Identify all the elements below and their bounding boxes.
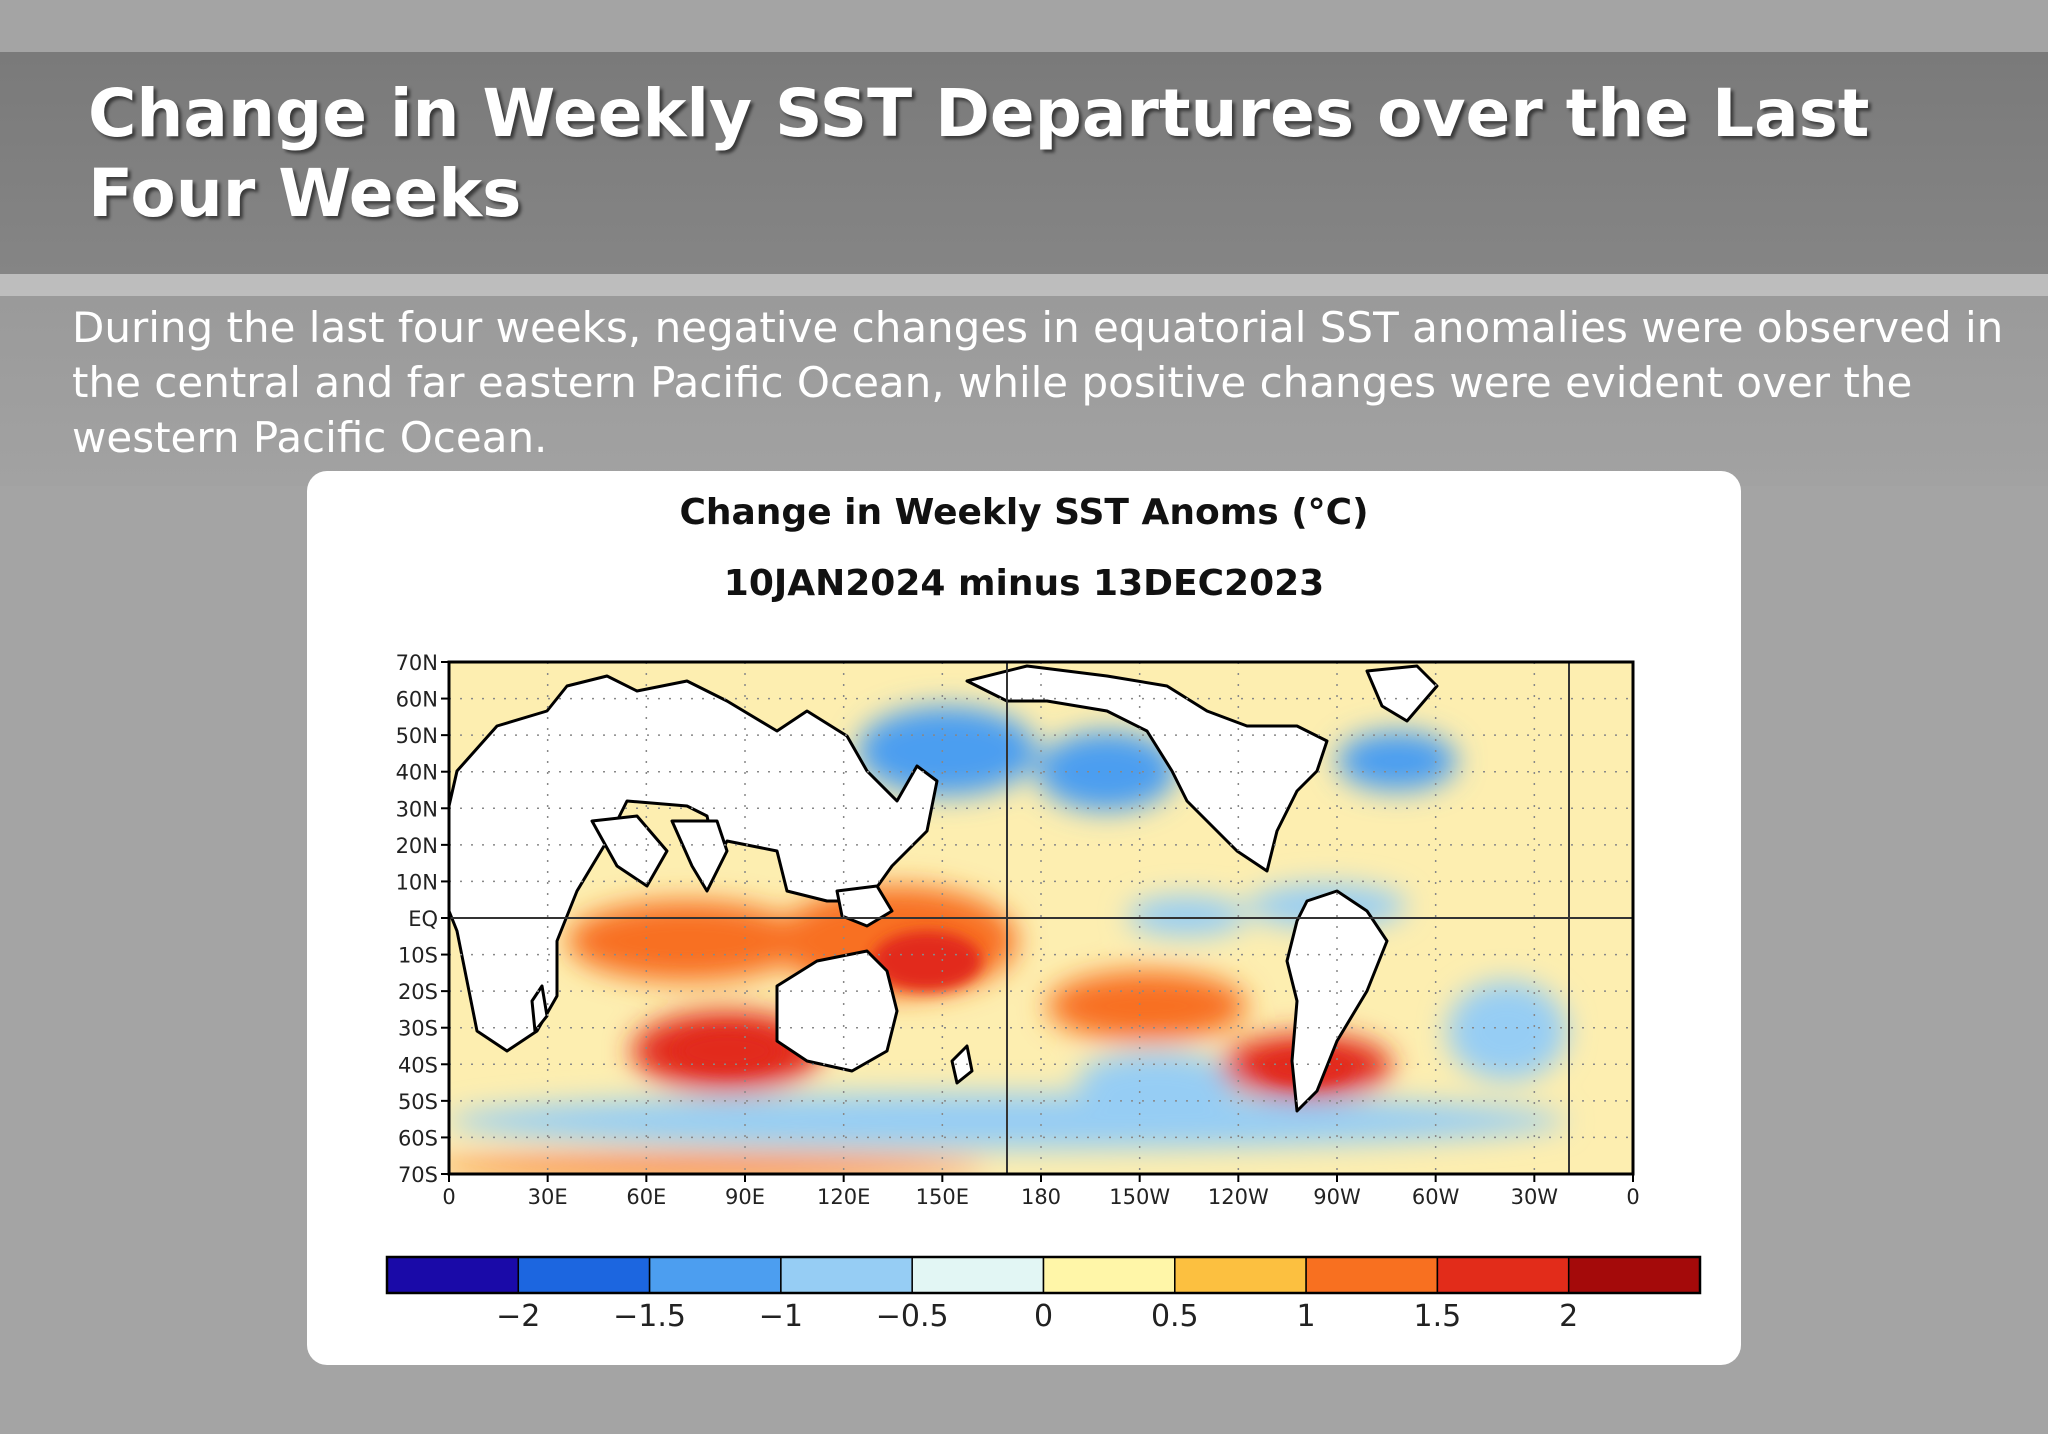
new-zealand-landmass bbox=[950, 1044, 974, 1085]
lon-tick-label: 0 bbox=[442, 1185, 455, 1209]
australia-landmass bbox=[775, 949, 899, 1073]
arabia-landmass bbox=[590, 814, 669, 888]
north-america-landmass bbox=[965, 664, 1329, 873]
colorbar-swatch bbox=[1436, 1256, 1570, 1294]
colorbar-label: −1.5 bbox=[613, 1299, 686, 1334]
lon-tick-label: 150W bbox=[1109, 1185, 1170, 1209]
lon-tick-label: 180 bbox=[1021, 1185, 1061, 1209]
colorbar-label: −0.5 bbox=[876, 1299, 949, 1334]
western-pacific-warm-core bbox=[872, 931, 982, 991]
south-indian-warm-core bbox=[677, 1031, 777, 1071]
land-masses bbox=[449, 664, 1439, 1113]
lon-tick-label: 150E bbox=[916, 1185, 969, 1209]
sst-figure: Change in Weekly SST Anoms (°C) 10JAN202… bbox=[307, 471, 1741, 1365]
south-atlantic-cool-patch bbox=[1447, 981, 1567, 1081]
antarctic-rim-warm-band bbox=[449, 1156, 987, 1174]
colorbar-label: 2 bbox=[1559, 1299, 1578, 1334]
colorbar-swatch bbox=[1042, 1256, 1176, 1294]
greenland-landmass bbox=[1365, 664, 1439, 723]
lat-tick-label: 10N bbox=[396, 870, 438, 894]
lat-tick-label: 50S bbox=[398, 1090, 438, 1114]
map-title: Change in Weekly SST Anoms (°C) bbox=[679, 492, 1368, 533]
lon-tick-label: 30W bbox=[1511, 1185, 1559, 1209]
north-atlantic-cool-patch bbox=[1337, 731, 1457, 791]
lon-tick-label: 30E bbox=[528, 1185, 568, 1209]
lon-tick-label: 120E bbox=[817, 1185, 870, 1209]
colorbar-swatch bbox=[386, 1256, 520, 1294]
colorbar bbox=[385, 1255, 1702, 1295]
colorbar-border bbox=[385, 1255, 1702, 1295]
latitude-ticks: 70N 60N 50N 40N 30N 20N 10N EQ 10S 20S 30S 40S 50S 60… bbox=[396, 651, 449, 1187]
indian-ocean-warm-patch bbox=[567, 901, 807, 981]
lat-tick-label: 30N bbox=[396, 797, 438, 821]
colorbar-label: 0.5 bbox=[1151, 1299, 1199, 1334]
map-plot-area bbox=[449, 662, 1633, 1174]
lat-tick-label: 40N bbox=[396, 761, 438, 785]
colorbar-label: −2 bbox=[496, 1299, 540, 1334]
lat-tick-label: 10S bbox=[398, 944, 438, 968]
colorbar-swatch bbox=[1567, 1256, 1701, 1294]
colorbar-labels: −2 −1.5 −1 −0.5 0 0.5 1 1.5 2 bbox=[496, 1299, 1578, 1334]
colorbar-swatch bbox=[911, 1256, 1045, 1294]
colorbar-swatch bbox=[1305, 1256, 1439, 1294]
colorbar-swatch bbox=[648, 1256, 782, 1294]
south-pacific-warm-patch bbox=[1047, 971, 1247, 1041]
lat-tick-label: 60N bbox=[396, 688, 438, 712]
slide-description: During the last four weeks, negative cha… bbox=[72, 303, 2004, 462]
colorbar-swatch bbox=[517, 1256, 651, 1294]
lon-tick-label: 60W bbox=[1412, 1185, 1460, 1209]
north-pacific-cool-patch-2 bbox=[1037, 731, 1177, 811]
colorbar-swatch bbox=[1174, 1256, 1307, 1294]
slide-title: Change in Weekly SST Departures over the… bbox=[88, 75, 1870, 232]
colorbar-swatch bbox=[780, 1256, 913, 1294]
lat-tick-label: 70N bbox=[396, 651, 438, 675]
longitude-ticks: 0 30E 60E 90E 120E 150E 180 150W 120W 90W 60W 30W 0 bbox=[442, 1174, 1640, 1209]
lat-tick-label: 40S bbox=[398, 1053, 438, 1077]
lon-tick-label: 90E bbox=[725, 1185, 765, 1209]
colorbar-label: 0 bbox=[1034, 1299, 1053, 1334]
text-band bbox=[0, 296, 2048, 486]
lat-tick-label: EQ bbox=[408, 907, 438, 931]
south-pacific-cool-patch bbox=[1077, 1051, 1237, 1111]
lon-tick-label: 0 bbox=[1626, 1185, 1639, 1209]
equatorial-central-pacific-cool-patch bbox=[1127, 896, 1247, 936]
lat-tick-label: 60S bbox=[398, 1126, 438, 1150]
colorbar-label: 1.5 bbox=[1414, 1299, 1462, 1334]
colorbar-label: 1 bbox=[1297, 1299, 1316, 1334]
map-subtitle: 10JAN2024 minus 13DEC2023 bbox=[724, 563, 1324, 604]
south-america-landmass bbox=[1285, 889, 1389, 1113]
lat-tick-label: 20N bbox=[396, 834, 438, 858]
lat-tick-label: 20S bbox=[398, 980, 438, 1004]
india-landmass bbox=[670, 819, 729, 893]
colorbar-label: −1 bbox=[759, 1299, 803, 1334]
lat-tick-label: 50N bbox=[396, 724, 438, 748]
sst-map-svg: Change in Weekly SST Anoms (°C) 10JAN202… bbox=[385, 492, 1702, 1334]
lat-tick-label: 30S bbox=[398, 1017, 438, 1041]
lon-tick-label: 90W bbox=[1313, 1185, 1361, 1209]
lon-tick-label: 60E bbox=[626, 1185, 666, 1209]
lon-tick-label: 120W bbox=[1208, 1185, 1269, 1209]
title-band: Change in Weekly SST Departures over the… bbox=[0, 52, 2048, 296]
north-pacific-cool-patch bbox=[857, 706, 1037, 796]
lat-tick-label: 70S bbox=[398, 1163, 438, 1187]
title-underline bbox=[0, 274, 2048, 296]
